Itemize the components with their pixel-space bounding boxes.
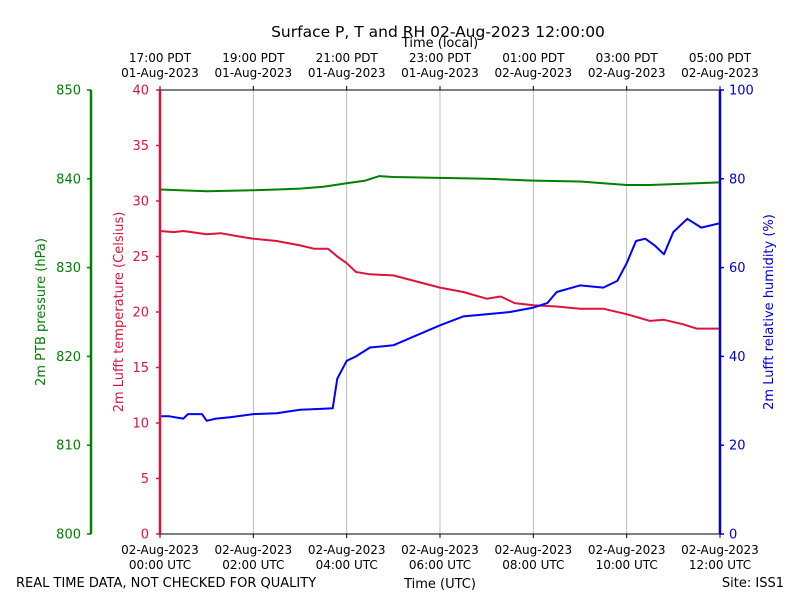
bottom-tick-time-label: 12:00 UTC (689, 558, 751, 572)
pressure-axis-label: 2m PTB pressure (hPa) (34, 238, 49, 386)
bottom-tick-date-label: 02-Aug-2023 (308, 543, 386, 557)
pressure-tick-label: 850 (56, 84, 81, 99)
temperature-tick-label: 5 (141, 472, 149, 487)
top-tick-time-label: 19:00 PDT (222, 51, 285, 65)
temperature-tick-label: 10 (132, 417, 149, 432)
humidity-tick-label: 80 (729, 172, 746, 187)
bottom-axis-label: Time (UTC) (403, 577, 476, 592)
bottom-tick-date-label: 02-Aug-2023 (121, 543, 199, 557)
bottom-tick-time-label: 00:00 UTC (129, 558, 191, 572)
top-tick-time-label: 01:00 PDT (502, 51, 565, 65)
bottom-tick-time-label: 04:00 UTC (316, 558, 378, 572)
temperature-tick-label: 0 (141, 528, 149, 543)
quality-disclaimer: REAL TIME DATA, NOT CHECKED FOR QUALITY (16, 576, 317, 591)
top-tick-time-label: 05:00 PDT (689, 51, 752, 65)
bottom-tick-date-label: 02-Aug-2023 (495, 543, 573, 557)
bottom-tick-time-label: 02:00 UTC (222, 558, 284, 572)
humidity-tick-label: 100 (729, 84, 754, 99)
top-tick-date-label: 02-Aug-2023 (495, 66, 573, 80)
temperature-tick-label: 15 (132, 361, 149, 376)
bottom-tick-date-label: 02-Aug-2023 (401, 543, 479, 557)
2m-lufft-temperature-line (159, 230, 720, 330)
top-tick-date-label: 01-Aug-2023 (401, 66, 479, 80)
top-tick-date-label: 01-Aug-2023 (308, 66, 386, 80)
bottom-tick-time-label: 10:00 UTC (596, 558, 658, 572)
bottom-tick-time-label: 06:00 UTC (409, 558, 471, 572)
bottom-tick-date-label: 02-Aug-2023 (681, 543, 759, 557)
top-tick-date-label: 01-Aug-2023 (215, 66, 293, 80)
chart-title: Surface P, T and RH 02-Aug-2023 12:00:00 (271, 23, 605, 41)
bottom-tick-date-label: 02-Aug-2023 (215, 543, 293, 557)
top-tick-date-label: 02-Aug-2023 (681, 66, 759, 80)
temperature-tick-label: 30 (132, 195, 149, 210)
humidity-tick-label: 40 (729, 350, 746, 365)
temperature-tick-label: 35 (132, 139, 149, 154)
gridlines (252, 90, 628, 534)
pressure-tick-label: 820 (56, 350, 81, 365)
temperature-tick-label: 25 (132, 250, 149, 265)
top-tick-time-label: 17:00 PDT (129, 51, 192, 65)
top-tick-time-label: 03:00 PDT (596, 51, 659, 65)
temperature-tick-label: 20 (132, 306, 149, 321)
top-tick-date-label: 02-Aug-2023 (588, 66, 666, 80)
pressure-tick-label: 800 (56, 528, 81, 543)
series-layer (159, 175, 721, 422)
2m-ptb-pressure-line (159, 175, 721, 193)
humidity-tick-label: 60 (729, 261, 746, 276)
top-tick-time-label: 23:00 PDT (409, 51, 472, 65)
humidity-axis-label: 2m Lufft relative humidity (%) (762, 214, 777, 410)
top-tick-date-label: 01-Aug-2023 (121, 66, 199, 80)
top-tick-time-label: 21:00 PDT (316, 51, 379, 65)
temperature-tick-label: 40 (132, 84, 149, 99)
pressure-tick-label: 840 (56, 172, 81, 187)
pressure-tick-label: 830 (56, 261, 81, 276)
bottom-tick-date-label: 02-Aug-2023 (588, 543, 666, 557)
bottom-tick-time-label: 08:00 UTC (502, 558, 564, 572)
temperature-axis-label: 2m Lufft temperature (Celsius) (112, 212, 127, 413)
2m-lufft-relative-humidity-line (160, 217, 721, 422)
humidity-tick-label: 0 (729, 528, 737, 543)
top-axis-label: Time (local) (401, 36, 478, 51)
humidity-tick-label: 20 (729, 439, 746, 454)
site-label: Site: ISS1 (721, 576, 784, 591)
pressure-tick-label: 810 (56, 439, 81, 454)
